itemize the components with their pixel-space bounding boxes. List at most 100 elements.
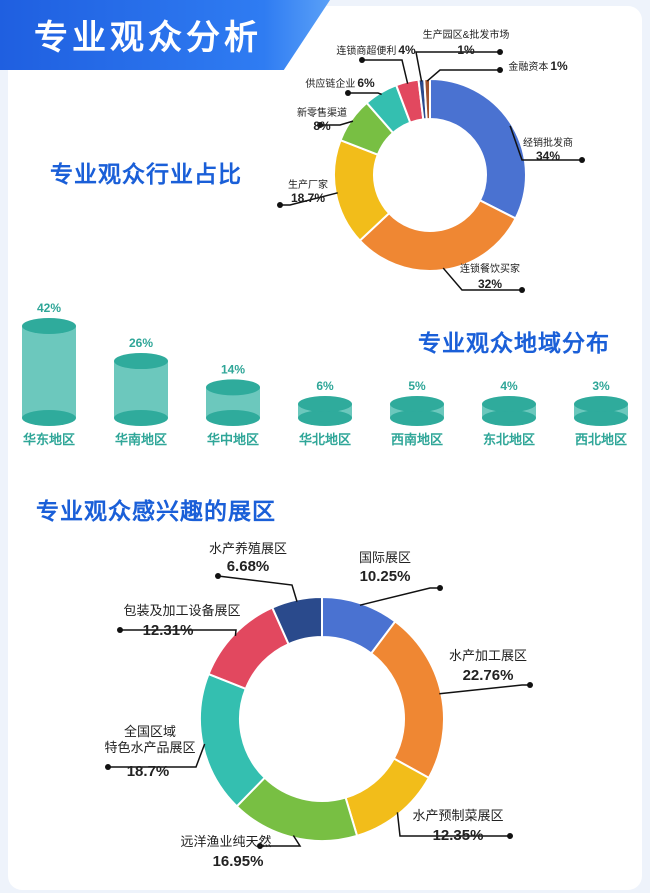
industry-slice-value: 1% [457,43,475,57]
region-category-label: 东北地区 [483,432,535,447]
industry-slice-value: 4% [398,43,416,57]
region-category-label: 西北地区 [575,432,627,447]
header-banner: 专业观众分析 [0,0,330,70]
interest-leader-line [439,684,530,695]
region-value-label: 26% [129,336,153,350]
region-value-label: 14% [221,362,245,376]
industry-leader-line [426,69,500,82]
region-bar-base [114,410,168,426]
interest-leader-line [260,835,302,847]
industry-leader-dot [277,202,283,208]
region-bar-top [390,396,444,412]
industry-slice-value: 18.7% [291,191,325,205]
industry-leader-line [362,59,409,84]
region-bar-top [206,379,260,396]
region-category-label: 华东地区 [23,432,75,447]
industry-slice-value: 34% [536,149,560,163]
interest-slice [270,595,323,646]
interest-slice-name: 水产预制菜展区 [412,808,503,823]
industry-slice-value: 6% [357,76,375,90]
industry-slice-name: 新零售渠道 [297,106,347,119]
interest-slice [199,672,267,808]
interest-leader-line [120,629,237,637]
region-bar-top [114,353,168,370]
region-category-label: 华中地区 [207,432,259,447]
region-bar [22,326,76,418]
industry-section-title: 专业观众行业占比 [50,161,242,187]
region-category-label: 华北地区 [299,432,351,447]
industry-slice-name: 供应链企业 [305,77,355,90]
industry-leader-dot [345,90,351,96]
industry-slice-name: 金融资本 [508,60,548,73]
industry-leader-line [320,120,354,126]
industry-leader-dot [579,157,585,163]
region-value-label: 3% [592,379,610,393]
industry-slice-value: 1% [550,59,568,73]
industry-leader-line [442,267,522,291]
industry-slice-value: 32% [478,277,502,291]
interest-slice [369,620,445,780]
industry-slice [358,198,517,272]
region-bar-top [482,396,536,412]
interest-leader-line [108,743,206,768]
interest-slice-name: 全国区域特色水产品展区 [104,724,195,755]
interest-leader-dot [437,585,443,591]
interest-slice [207,606,290,691]
industry-leader-line [415,51,500,82]
interest-leader-dot [215,573,221,579]
region-bar-top [298,396,352,412]
region-bar-base [298,410,352,426]
interest-slice-value: 6.68% [227,558,270,575]
industry-slice-label: 金融资本 1% [508,59,568,73]
interest-slice-name: 国际展区 [359,550,411,565]
region-value-label: 42% [37,301,61,315]
interest-leader-dot [117,627,123,633]
interest-leader-line [396,812,510,837]
interest-section-title: 专业观众感兴趣的展区 [36,498,276,524]
region-category-label: 华南地区 [115,432,167,447]
interest-leader-dot [257,843,263,849]
region-bar-base [574,410,628,426]
interest-leader-line [359,587,440,606]
region-bar [114,361,168,418]
region-bar-base [482,410,536,426]
interest-slice-value: 10.25% [360,568,411,585]
region-value-label: 5% [408,379,426,393]
industry-slice-value: 8% [313,119,331,133]
interest-slice-name: 远洋渔业纯天然 [180,834,271,849]
region-section-title: 专业观众地域分布 [418,330,610,356]
industry-slice-name: 生产园区&批发市场 [423,28,510,41]
industry-leader-line [348,92,382,96]
region-bar-base [22,410,76,426]
interest-leader-line [217,575,298,602]
interest-slice-value: 22.76% [463,667,514,684]
industry-slice-name: 经销批发商 [523,136,573,149]
industry-leader-dot [497,67,503,73]
page-title: 专业观众分析 [34,19,262,57]
industry-slice-name: 生产厂家 [288,178,328,191]
interest-slice-value: 16.95% [213,853,264,870]
interest-slice-value: 12.31% [143,622,194,639]
industry-slice-label: 供应链企业 6% [305,76,375,90]
region-bar-top [574,396,628,412]
interest-slice [344,757,431,838]
industry-slice-name: 连锁商超便利 [336,44,396,57]
interest-slice-name: 包装及加工设备展区 [123,603,240,618]
interest-slice-value: 18.7% [127,763,170,780]
region-bar-base [390,410,444,426]
industry-leader-dot [317,122,323,128]
interest-slice-name: 水产加工展区 [449,648,527,663]
industry-leader-dot [497,49,503,55]
region-bar-top [22,318,76,334]
industry-leader-line [509,125,582,161]
industry-leader-dot [359,57,365,63]
industry-slice [423,77,431,121]
interest-leader-dot [507,833,513,839]
interest-leader-dot [527,682,533,688]
industry-leader-line [280,192,338,206]
industry-slice [429,77,527,220]
content-card [8,6,642,890]
industry-slice-name: 连锁餐饮买家 [460,262,520,275]
interest-slice-value: 12.35% [433,827,484,844]
